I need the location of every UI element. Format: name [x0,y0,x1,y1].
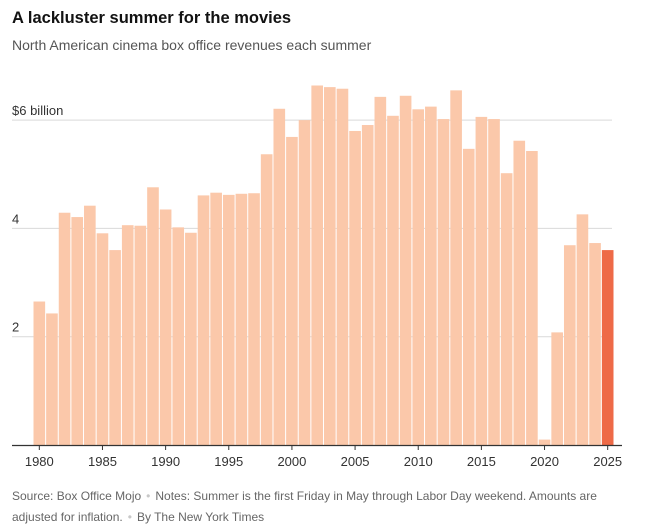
bar-1985 [96,233,109,445]
bar-2018 [513,140,526,445]
x-tick-label: 2025 [593,454,622,469]
bar-2010 [412,109,425,445]
bar-1997 [248,193,260,445]
bar-2019 [526,151,538,445]
bar-2002 [311,85,323,446]
bar-1986 [109,250,121,445]
x-tick-label: 1990 [151,454,180,469]
bar-1991 [172,227,185,445]
bar-2014 [462,148,475,445]
bar-1990 [159,209,172,445]
bar-2022 [563,245,576,445]
bar-1992 [185,232,197,445]
bar-1984 [84,205,96,445]
x-tick-label: 2005 [341,454,370,469]
x-tick-label: 2010 [404,454,433,469]
bar-2006 [361,125,374,446]
bar-2008 [387,115,399,445]
bar-1983 [71,217,84,445]
x-tick-label: 2015 [467,454,496,469]
chart-footer: Source: Box Office Mojo • Notes: Summer is… [12,486,622,528]
bar-2011 [425,106,437,446]
bar-2001 [298,120,311,445]
bar-2004 [336,88,349,446]
bar-1980 [33,301,46,445]
x-tick-label: 1980 [25,454,54,469]
bar-2000 [286,136,298,445]
bar-2020 [538,439,551,445]
bar-1987 [121,225,134,445]
credit-text: By The New York Times [136,510,265,524]
separator-dot: • [146,489,151,503]
bar-1998 [260,154,273,445]
bar-2017 [500,173,513,445]
y-tick-label: 2 [12,320,19,335]
bar-2025 [601,250,614,445]
bar-1993 [197,195,210,445]
x-tick-label: 1995 [214,454,243,469]
bar-1996 [235,193,248,445]
x-tick-label: 2000 [277,454,306,469]
y-tick-label: $6 billion [12,103,63,118]
notes-text: Notes: Summer is the first Friday in May… [12,489,597,524]
y-tick-label: 4 [12,211,19,226]
bar-2024 [589,243,601,445]
bar-chart: 2 4 $6 billion 1980 1985 1990 1995 2000 2005 2010… [12,85,622,469]
bar-1981 [46,313,58,445]
bar-1995 [222,194,235,445]
bar-2005 [349,130,361,445]
x-tick-label: 2020 [530,454,559,469]
bar-2016 [488,119,500,445]
bar-2013 [450,90,462,446]
axes: 2 4 $6 billion 1980 1985 1990 1995 2000 2005 2010… [12,103,622,469]
source-note: Source: Box Office Mojo [12,489,142,503]
bar-2007 [374,96,387,446]
bar-2003 [324,87,336,446]
x-tick-label: 1985 [88,454,117,469]
bars [33,85,614,446]
chart-subtitle: North American cinema box office revenue… [12,37,372,53]
separator-dot: • [127,510,132,524]
chart-title: A lackluster summer for the movies [12,9,292,27]
bar-2012 [437,119,450,445]
bar-2015 [475,116,488,445]
bar-1988 [134,225,147,445]
bar-1999 [273,108,286,446]
bar-1989 [147,187,159,445]
bar-2009 [399,95,412,445]
bar-2021 [551,332,563,445]
bar-1994 [210,192,222,445]
bar-1982 [58,212,71,445]
bar-2023 [576,214,589,445]
